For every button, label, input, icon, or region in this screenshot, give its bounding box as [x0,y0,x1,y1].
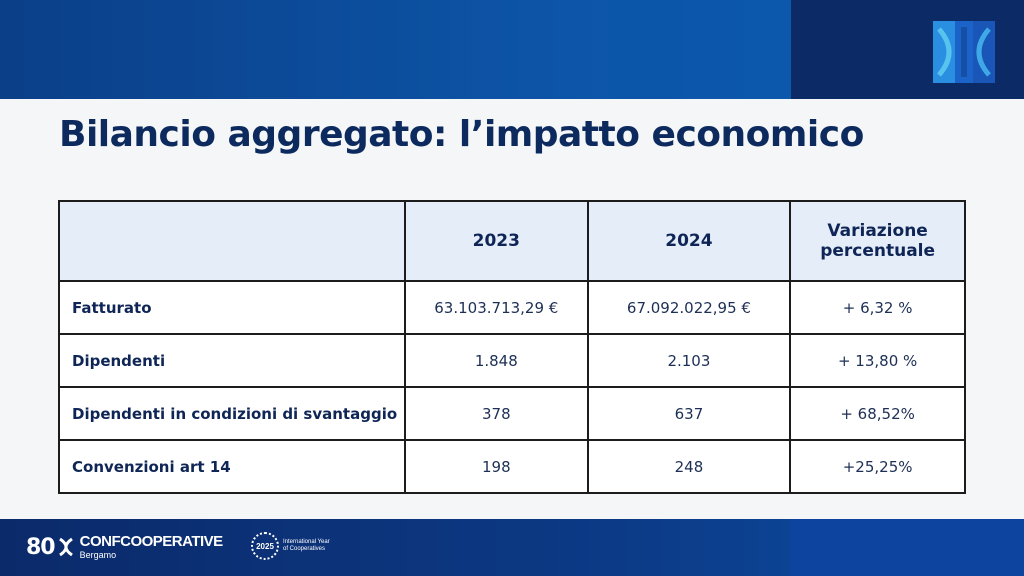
value-2023: 378 [403,386,589,441]
value-variation: +25,25% [789,439,966,494]
logo-c-icon [58,537,73,557]
iyc-2025-badge-icon: 2025 International Year of Cooperatives [251,530,330,562]
header-variation: Variazione percentuale [789,200,966,282]
logo-city: Bergamo [79,550,117,560]
badge-year: 2025 [256,541,274,551]
table-header-row: 2023 2024 Variazione percentuale [58,200,966,282]
table-row: Convenzioni art 14 198 248 +25,25% [58,439,966,494]
value-2023: 198 [403,439,589,494]
table-row: Dipendenti 1.848 2.103 + 13,80 % [58,333,966,388]
bottom-band-accent [791,519,1024,576]
value-2024: 248 [586,439,792,494]
logo-text: CONFCOOPERATIVE Bergamo [79,533,224,560]
header-2024: 2024 [586,200,792,282]
row-label: Fatturato [58,280,406,335]
badge-line-1: International Year [283,539,330,546]
value-2023: 63.103.713,29 € [403,280,589,335]
table-row: Fatturato 63.103.713,29 € 67.092.022,95 … [58,280,966,335]
logo-mark: 80 [26,534,56,560]
value-2024: 2.103 [586,333,792,388]
badge-text: International Year of Cooperatives [283,539,330,553]
confcooperative-logo: 80 CONFCOOPERATIVE Bergamo [26,530,223,564]
badge-line-2: of Cooperatives [283,546,326,552]
value-2023: 1.848 [403,333,589,388]
header-label-cell [58,200,406,282]
row-label: Dipendenti in condizioni di svantaggio [58,386,406,441]
impact-table: 2023 2024 Variazione percentuale Fattura… [58,200,966,494]
header-2023: 2023 [403,200,589,282]
badge-circle: 2025 [251,532,279,560]
row-label: Dipendenti [58,333,406,388]
value-variation: + 6,32 % [789,280,966,335]
confcooperative-mark-icon [933,21,995,83]
row-label: Convenzioni art 14 [58,439,406,494]
table-row: Dipendenti in condizioni di svantaggio 3… [58,386,966,441]
value-2024: 67.092.022,95 € [586,280,792,335]
value-variation: + 68,52% [789,386,966,441]
logo-name: CONFCOOPERATIVE [79,533,224,550]
page-title: Bilancio aggregato: l’impatto economico [59,114,864,155]
value-variation: + 13,80 % [789,333,966,388]
value-2024: 637 [586,386,792,441]
